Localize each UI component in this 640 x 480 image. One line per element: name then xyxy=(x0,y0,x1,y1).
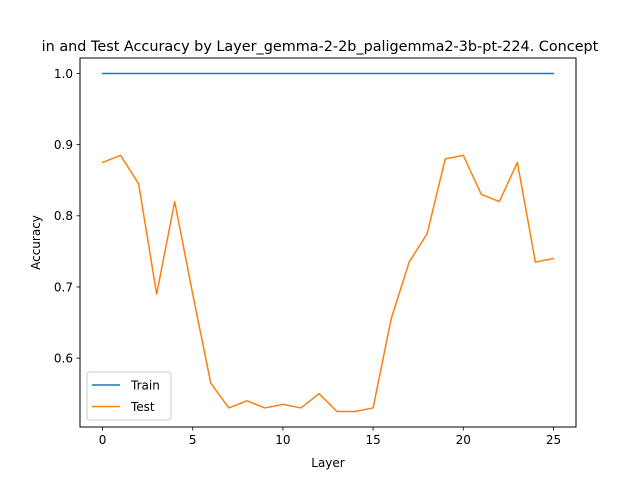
x-axis-label: Layer xyxy=(311,456,345,470)
y-tick-label: 0.7 xyxy=(54,280,73,294)
y-axis-label: Accuracy xyxy=(29,215,43,270)
series-line-test xyxy=(101,154,555,413)
x-axis: 0 5 10 15 20 25 xyxy=(99,427,561,447)
x-tick-label: 0 xyxy=(99,433,107,447)
x-tick-label: 10 xyxy=(275,433,290,447)
x-tick-label: 15 xyxy=(365,433,380,447)
legend-label-train: Train xyxy=(130,378,160,392)
x-tick-label: 25 xyxy=(546,433,561,447)
x-tick-label: 5 xyxy=(189,433,197,447)
y-tick-label: 0.8 xyxy=(54,209,73,223)
legend: Train Test xyxy=(86,371,172,421)
y-axis: 0.6 0.7 0.8 0.9 1.0 xyxy=(54,67,80,365)
x-tick-label: 20 xyxy=(456,433,471,447)
y-tick-label: 0.6 xyxy=(54,351,73,365)
legend-box xyxy=(86,371,172,421)
chart-title: in and Test Accuracy by Layer_gemma-2-2b… xyxy=(42,39,599,55)
series-layer xyxy=(101,72,555,413)
y-tick-label: 0.9 xyxy=(54,138,73,152)
y-tick-label: 1.0 xyxy=(54,67,73,81)
plot-frame xyxy=(79,57,577,428)
legend-label-test: Test xyxy=(130,400,155,414)
